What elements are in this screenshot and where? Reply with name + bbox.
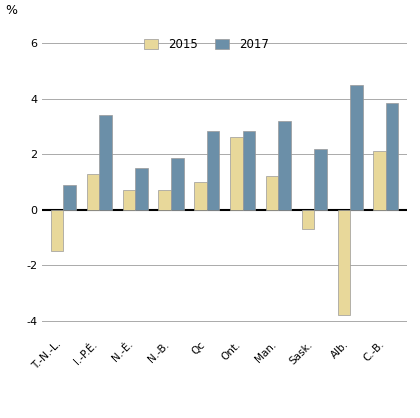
Bar [266, 176, 278, 209]
Bar [171, 158, 184, 209]
Bar [373, 151, 386, 209]
Bar [135, 168, 148, 209]
Bar [243, 130, 255, 209]
Legend: 2015, 2017: 2015, 2017 [144, 38, 269, 51]
Bar [63, 185, 76, 209]
Bar [123, 190, 135, 209]
Bar [350, 85, 362, 209]
Bar [99, 115, 112, 209]
Bar [87, 173, 99, 209]
Bar [158, 190, 171, 209]
Bar [230, 138, 243, 209]
Bar [194, 182, 207, 209]
Bar [51, 209, 63, 251]
Bar [386, 103, 399, 209]
Bar [338, 209, 350, 315]
Bar [207, 130, 219, 209]
Bar [302, 209, 314, 229]
Bar [314, 148, 327, 209]
Bar [278, 121, 291, 209]
Text: %: % [5, 4, 18, 17]
